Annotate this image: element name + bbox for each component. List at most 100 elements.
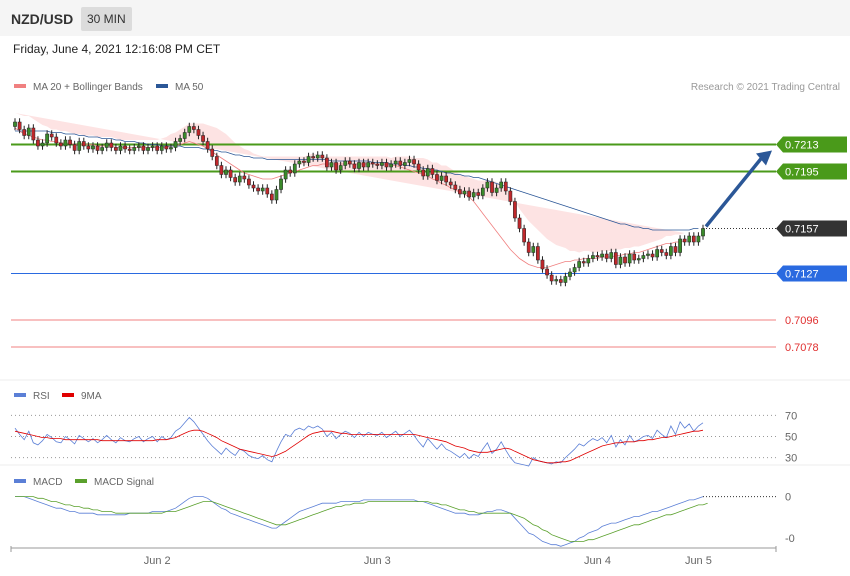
candle-body [237, 175, 242, 183]
candle-body [260, 187, 265, 192]
candle-body [297, 160, 302, 165]
level-label: 0.7127 [785, 269, 819, 281]
candle-body [192, 126, 196, 130]
candle-body [72, 144, 77, 151]
candle-body [159, 145, 164, 151]
candle-body [407, 159, 412, 163]
candle-body [577, 261, 582, 268]
candles [13, 118, 705, 287]
rsi-legend: RSI 9MA [14, 391, 102, 402]
candle-body [320, 154, 325, 159]
candle-body [86, 145, 91, 150]
candle-body [123, 145, 127, 150]
candle-body [412, 159, 416, 165]
candle-body [673, 246, 678, 253]
candle-body [45, 133, 49, 144]
current-price-tag [776, 220, 847, 237]
copyright-label: Research © 2021 Trading Central [691, 82, 840, 93]
candle-body [292, 163, 297, 174]
symbol-label: NZD/USD [11, 11, 74, 27]
candle-body [361, 162, 366, 168]
level-label: 0.7078 [785, 342, 819, 354]
candle-body [678, 238, 682, 253]
candle-body [352, 163, 357, 169]
candle-body [375, 163, 380, 166]
candle-body [669, 246, 673, 256]
candle-body [540, 259, 545, 270]
candle-body [22, 129, 27, 136]
candle-body [632, 253, 637, 261]
candle-body [68, 139, 72, 145]
legend-macd-swatch [14, 479, 26, 483]
rsi-ma-line [14, 429, 704, 464]
candle-body [499, 181, 504, 189]
candle-body [146, 147, 150, 151]
candle-body [49, 133, 54, 138]
legend-ma20-label: MA 20 + Bollinger Bands [33, 82, 143, 93]
legend-rsi-ma-label: 9MA [81, 391, 102, 402]
level-label: 0.7213 [785, 140, 819, 152]
level-tag [776, 163, 847, 180]
candle-body [343, 160, 348, 166]
candle-body [517, 217, 522, 229]
rsi-panel: 70 50 30 [11, 410, 797, 467]
candle-body [513, 201, 517, 219]
candle-body [467, 190, 471, 198]
x-tick-label: Jun 4 [584, 555, 611, 567]
candle-body [187, 126, 192, 133]
candle-body [77, 141, 82, 151]
legend-ma50-swatch [156, 84, 168, 88]
candle-body [398, 160, 403, 166]
candle-body [228, 169, 233, 178]
candle-body [265, 187, 270, 195]
legend-ma50-label: MA 50 [175, 82, 204, 93]
legend-macd-signal-label: MACD Signal [94, 477, 154, 488]
candle-body [636, 258, 641, 261]
candle-body [682, 238, 687, 243]
candle-body [54, 136, 59, 144]
rsi-tick-label: 50 [785, 432, 797, 444]
level-tag [776, 265, 847, 282]
candle-body [522, 228, 526, 243]
candle-body [536, 246, 540, 261]
candle-body [641, 255, 646, 259]
candle-body [650, 253, 655, 258]
candle-body [63, 139, 68, 147]
macd-legend: MACD MACD Signal [14, 477, 154, 488]
chart-header: NZD/USD 30 MIN [0, 0, 850, 36]
candle-body [329, 162, 334, 168]
candle-body [604, 253, 609, 259]
candle-body [563, 276, 568, 283]
candle-body [311, 156, 315, 159]
macd-line [15, 496, 704, 547]
candle-body [247, 178, 251, 186]
legend-rsi-label: RSI [33, 391, 50, 402]
candle-body [219, 165, 224, 175]
candle-body [233, 177, 238, 183]
candle-body [81, 141, 86, 147]
candle-body [210, 148, 215, 157]
candle-body [17, 121, 22, 130]
candle-body [13, 121, 17, 127]
candle-body [687, 235, 692, 243]
candle-body [614, 252, 618, 265]
candle-body [531, 246, 536, 253]
candle-body [568, 271, 572, 277]
candle-body [701, 228, 705, 237]
candle-body [40, 142, 45, 147]
candle-body [490, 181, 494, 193]
macd-signal-line [15, 496, 708, 542]
bollinger-band [15, 113, 685, 253]
candle-body [659, 249, 664, 253]
candle-body [256, 187, 260, 192]
candle-body [494, 187, 499, 193]
candle-body [196, 129, 201, 136]
candle-body [471, 192, 476, 198]
candle-body [136, 145, 141, 148]
candle-body [462, 190, 467, 195]
timeframe-button[interactable]: 30 MIN [81, 7, 132, 31]
candle-body [114, 147, 118, 151]
candle-body [558, 279, 563, 283]
candle-body [36, 139, 40, 147]
